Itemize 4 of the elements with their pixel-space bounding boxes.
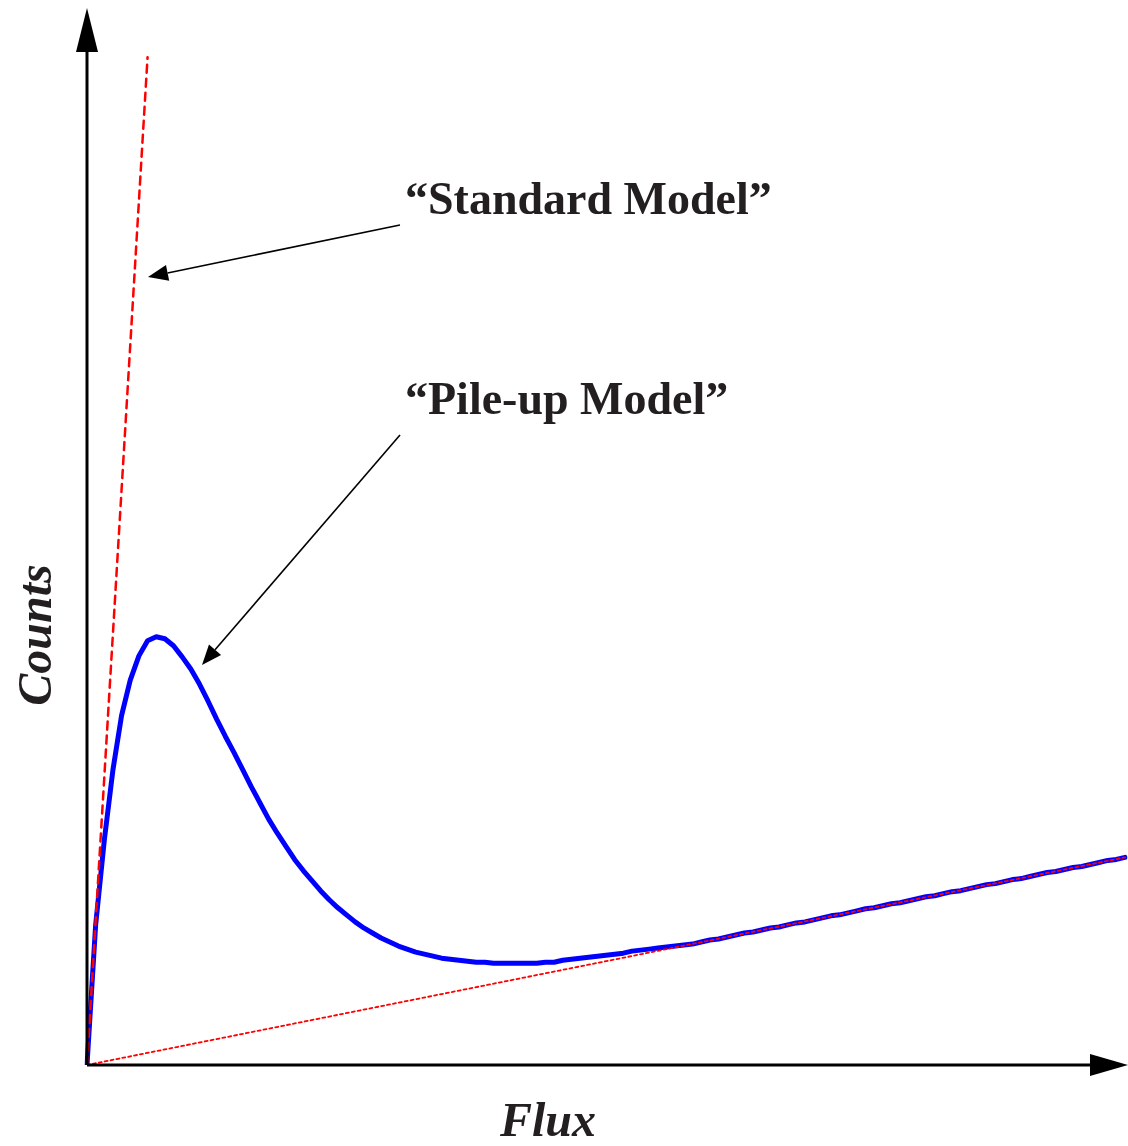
annotation: “Standard Model” bbox=[405, 172, 772, 225]
y-axis-title: Counts bbox=[6, 564, 62, 706]
x-axis-title: Flux bbox=[499, 1092, 597, 1146]
annotation: “Pile-up Model” bbox=[405, 372, 729, 425]
